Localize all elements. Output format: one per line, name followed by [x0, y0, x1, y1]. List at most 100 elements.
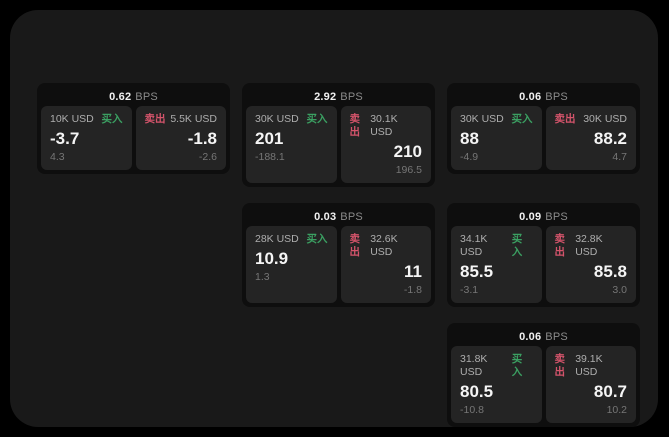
sell-amount: 30.1K USD	[370, 113, 398, 138]
spread-bps-unit: BPS	[340, 90, 363, 103]
buy-label: 买入	[511, 233, 523, 258]
sell-tile-top-row: 卖出 30.1K USD	[350, 113, 423, 139]
buy-sub-value: -3.1	[460, 284, 479, 296]
sell-label: 卖出	[349, 233, 361, 258]
spread-bps-value: 0.09	[519, 210, 542, 223]
buy-label: 买入	[306, 233, 328, 245]
sell-amount: 39.1K USD	[575, 353, 603, 378]
spread-card-header: 0.09 BPS	[451, 207, 636, 226]
sell-quote-tile[interactable]: 卖出 30K USD 88.2 4.7	[545, 106, 636, 170]
sell-label: 卖出	[349, 113, 361, 138]
sell-tile-top-row: 卖出 30K USD	[555, 113, 628, 126]
buy-tile-top-row: 34.1K USD 买入	[460, 233, 533, 259]
spread-card: 0.09 BPS 34.1K USD 买入 85.5 -3.1 卖出 32.8K…	[447, 203, 640, 307]
buy-tile-top-row: 30K USD 买入	[255, 113, 328, 126]
sell-amount: 32.6K USD	[370, 233, 398, 258]
buy-price: 10.9	[255, 249, 289, 268]
buy-label: 买入	[511, 353, 523, 378]
sell-sub-value: 10.2	[606, 404, 627, 416]
sell-sub-value: 4.7	[612, 151, 627, 163]
spread-card-header: 0.03 BPS	[246, 207, 431, 226]
spread-bps-unit: BPS	[545, 210, 568, 223]
spread-bps-value: 0.06	[519, 90, 542, 103]
spread-card: 0.03 BPS 28K USD 买入 10.9 1.3 卖出 32.6K US…	[242, 203, 435, 307]
sell-tile-top-row: 卖出 39.1K USD	[555, 353, 628, 379]
buy-tile-top-row: 28K USD 买入	[255, 233, 328, 246]
buy-tile-top-row: 30K USD 买入	[460, 113, 533, 126]
sell-quote-tile[interactable]: 卖出 5.5K USD -1.8 -2.6	[135, 106, 226, 170]
buy-price: 80.5	[460, 382, 494, 401]
sell-price: 88.2	[593, 129, 627, 148]
buy-sub-value: 1.3	[255, 271, 270, 283]
buy-label: 买入	[511, 113, 533, 125]
buy-tile-top-row: 10K USD 买入	[50, 113, 123, 126]
spread-bps-unit: BPS	[545, 330, 568, 343]
spread-card: 2.92 BPS 30K USD 买入 201 -188.1 卖出 30.1K …	[242, 83, 435, 187]
quote-tiles: 34.1K USD 买入 85.5 -3.1 卖出 32.8K USD 85.8…	[451, 226, 636, 303]
spread-card-header: 0.06 BPS	[451, 327, 636, 346]
buy-sub-value: 4.3	[50, 151, 65, 163]
sell-sub-value: 196.5	[395, 164, 422, 176]
buy-price: 88	[460, 129, 479, 148]
buy-quote-tile[interactable]: 30K USD 买入 88 -4.9	[451, 106, 542, 170]
sell-quote-tile[interactable]: 卖出 30.1K USD 210 196.5	[340, 106, 431, 183]
buy-label: 买入	[101, 113, 123, 125]
buy-amount: 34.1K USD	[460, 233, 488, 258]
buy-amount: 31.8K USD	[460, 353, 488, 378]
quote-tiles: 28K USD 买入 10.9 1.3 卖出 32.6K USD 11 -1.8	[246, 226, 431, 303]
buy-price: 85.5	[460, 262, 494, 281]
buy-tile-top-row: 31.8K USD 买入	[460, 353, 533, 379]
buy-quote-tile[interactable]: 30K USD 买入 201 -188.1	[246, 106, 337, 183]
buy-label: 买入	[306, 113, 328, 125]
sell-amount: 32.8K USD	[575, 233, 603, 258]
sell-price: 11	[404, 262, 422, 281]
buy-price: 201	[255, 129, 284, 148]
buy-amount: 10K USD	[50, 113, 94, 125]
buy-amount: 28K USD	[255, 233, 299, 245]
sell-quote-tile[interactable]: 卖出 32.6K USD 11 -1.8	[340, 226, 431, 303]
sell-label: 卖出	[144, 113, 166, 125]
spread-card-header: 0.62 BPS	[41, 87, 226, 106]
quote-tiles: 30K USD 买入 88 -4.9 卖出 30K USD 88.2 4.7	[451, 106, 636, 170]
sell-tile-top-row: 卖出 32.8K USD	[555, 233, 628, 259]
sell-quote-tile[interactable]: 卖出 39.1K USD 80.7 10.2	[545, 346, 636, 423]
quote-cards-grid: 0.62 BPS 10K USD 买入 -3.7 4.3 卖出 5.5K USD…	[37, 83, 640, 427]
spread-card: 0.62 BPS 10K USD 买入 -3.7 4.3 卖出 5.5K USD…	[37, 83, 230, 174]
buy-quote-tile[interactable]: 28K USD 买入 10.9 1.3	[246, 226, 337, 303]
quote-tiles: 10K USD 买入 -3.7 4.3 卖出 5.5K USD -1.8 -2.…	[41, 106, 226, 170]
sell-label: 卖出	[554, 113, 576, 125]
spread-bps-value: 0.62	[109, 90, 132, 103]
spread-bps-unit: BPS	[135, 90, 158, 103]
sell-price: 85.8	[593, 262, 627, 281]
buy-sub-value: -188.1	[255, 151, 285, 163]
buy-quote-tile[interactable]: 31.8K USD 买入 80.5 -10.8	[451, 346, 542, 423]
sell-sub-value: -1.8	[403, 284, 422, 296]
quote-tiles: 31.8K USD 买入 80.5 -10.8 卖出 39.1K USD 80.…	[451, 346, 636, 423]
sell-sub-value: 3.0	[612, 284, 627, 296]
buy-quote-tile[interactable]: 10K USD 买入 -3.7 4.3	[41, 106, 132, 170]
sell-quote-tile[interactable]: 卖出 32.8K USD 85.8 3.0	[545, 226, 636, 303]
spread-card: 0.06 BPS 30K USD 买入 88 -4.9 卖出 30K USD 8…	[447, 83, 640, 174]
buy-amount: 30K USD	[255, 113, 299, 125]
spread-card-header: 2.92 BPS	[246, 87, 431, 106]
spread-bps-unit: BPS	[340, 210, 363, 223]
sell-sub-value: -2.6	[198, 151, 217, 163]
sell-price: -1.8	[187, 129, 217, 148]
spread-card-header: 0.06 BPS	[451, 87, 636, 106]
spread-bps-value: 0.03	[314, 210, 337, 223]
sell-amount: 30K USD	[583, 113, 627, 125]
trading-panel: 0.62 BPS 10K USD 买入 -3.7 4.3 卖出 5.5K USD…	[10, 10, 658, 427]
sell-price: 210	[393, 142, 422, 161]
sell-label: 卖出	[554, 233, 566, 258]
spread-bps-value: 0.06	[519, 330, 542, 343]
spread-bps-value: 2.92	[314, 90, 337, 103]
buy-amount: 30K USD	[460, 113, 504, 125]
buy-price: -3.7	[50, 129, 80, 148]
buy-quote-tile[interactable]: 34.1K USD 买入 85.5 -3.1	[451, 226, 542, 303]
sell-amount: 5.5K USD	[170, 113, 217, 125]
buy-sub-value: -10.8	[460, 404, 484, 416]
sell-tile-top-row: 卖出 5.5K USD	[145, 113, 218, 126]
spread-bps-unit: BPS	[545, 90, 568, 103]
sell-label: 卖出	[554, 353, 566, 378]
sell-price: 80.7	[593, 382, 627, 401]
